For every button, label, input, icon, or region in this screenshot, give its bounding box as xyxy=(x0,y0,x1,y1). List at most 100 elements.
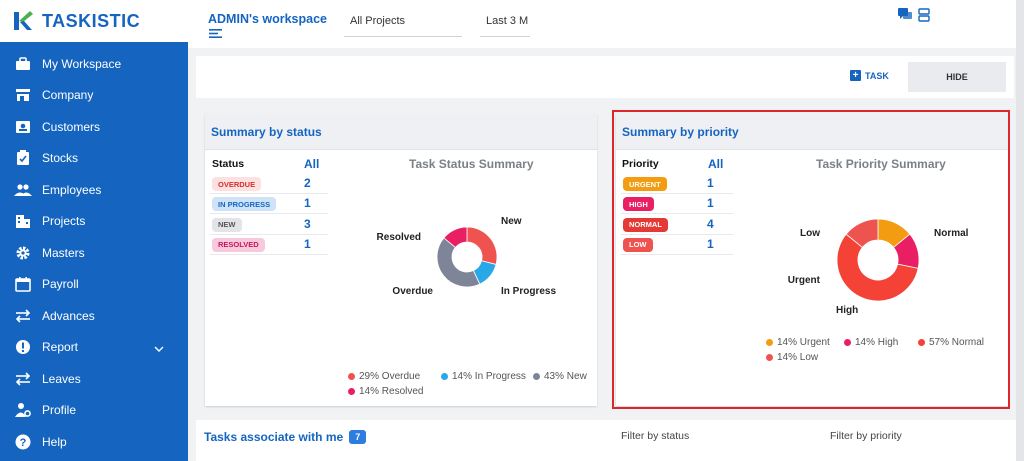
row-count[interactable]: 2 xyxy=(304,176,311,190)
slice-label: Low xyxy=(800,228,820,239)
sidebar-item-leaves[interactable]: Leaves xyxy=(0,363,188,395)
list-view-icon[interactable] xyxy=(918,8,930,22)
scrollbar[interactable] xyxy=(1016,0,1024,461)
legend-item[interactable]: 29% Overdue xyxy=(348,371,420,382)
legend-dot xyxy=(766,339,773,346)
filter-by-status-select[interactable]: Filter by status xyxy=(621,430,690,442)
priority-donut-chart: Normal Low Urgent High xyxy=(788,218,969,316)
sidebar-item-label: Company xyxy=(42,88,94,103)
chat-icon[interactable] xyxy=(898,8,912,21)
donut-slice-low[interactable] xyxy=(845,218,879,248)
priority-summary-title: Summary by priority xyxy=(616,114,1008,150)
table-row[interactable]: RESOLVED 1 xyxy=(210,235,328,255)
svg-text:?: ? xyxy=(20,437,27,449)
table-row[interactable]: LOW 1 xyxy=(621,235,733,255)
donut-slice-normal[interactable] xyxy=(836,233,919,302)
table-row[interactable]: NEW 3 xyxy=(210,215,328,235)
slice-label: In Progress xyxy=(501,286,556,297)
legend-label: 57% Normal xyxy=(929,337,985,348)
sidebar-item-label: Projects xyxy=(42,214,86,229)
donut-slice-overdue[interactable] xyxy=(466,226,498,265)
row-count[interactable]: 1 xyxy=(707,196,714,211)
status-donut-chart: New In Progress Overdue Resolved xyxy=(377,216,557,297)
status-summary-card: Summary by status Status All OVERDUE 2 IN … xyxy=(205,114,597,406)
slice-label: High xyxy=(836,305,858,316)
status-badge: HIGH xyxy=(623,197,654,212)
sidebar-item-my-workspace[interactable]: My Workspace xyxy=(0,48,188,80)
add-task-button[interactable]: + TASK xyxy=(850,70,889,81)
status-badge: NORMAL xyxy=(623,217,668,232)
action-bar: + TASK HIDE xyxy=(196,56,1014,98)
sidebar-item-label: Masters xyxy=(42,245,85,260)
table-row[interactable]: NORMAL 4 xyxy=(621,215,733,235)
brand-name: TASKISTIC xyxy=(42,10,141,31)
sidebar-item-label: Advances xyxy=(42,308,95,323)
tasks-title-text: Tasks associate with me xyxy=(204,430,344,444)
row-count[interactable]: 1 xyxy=(707,236,714,251)
legend-dot xyxy=(441,373,448,380)
legend-dot xyxy=(844,339,851,346)
sidebar-item-label: Employees xyxy=(42,182,102,197)
sidebar-item-advances[interactable]: Advances xyxy=(0,300,188,332)
sidebar-item-payroll[interactable]: Payroll xyxy=(0,269,188,301)
sidebar-item-employees[interactable]: Employees xyxy=(0,174,188,206)
legend-item[interactable]: 43% New xyxy=(533,371,587,382)
sidebar-item-customers[interactable]: Customers xyxy=(0,111,188,143)
legend-item[interactable]: 14% High xyxy=(844,337,898,348)
table-row[interactable]: IN PROGRESS 1 xyxy=(210,194,328,215)
legend-item[interactable]: 14% Low xyxy=(766,352,818,363)
status-badge: IN PROGRESS xyxy=(212,197,277,212)
sidebar-nav: My Workspace Company Customers Stocks Em… xyxy=(0,48,188,458)
legend-item[interactable]: 14% Resolved xyxy=(348,386,423,397)
sidebar-item-masters[interactable]: Masters xyxy=(0,237,188,269)
legend-label: 43% New xyxy=(544,371,587,382)
legend-label: 29% Overdue xyxy=(359,371,421,382)
slice-label: Urgent xyxy=(788,275,821,286)
contact-card-icon xyxy=(14,118,32,136)
slice-label: Normal xyxy=(934,228,969,239)
row-count[interactable]: 4 xyxy=(707,216,714,231)
priority-chart-title: Task Priority Summary xyxy=(816,157,946,171)
legend-dot xyxy=(918,339,925,346)
header-icons xyxy=(898,8,930,22)
legend-item[interactable]: 14% Urgent xyxy=(766,337,830,348)
sidebar-item-help[interactable]: ? Help xyxy=(0,426,188,458)
row-count[interactable]: 1 xyxy=(304,196,311,211)
legend-item[interactable]: 57% Normal xyxy=(918,337,984,348)
sidebar-item-label: Customers xyxy=(42,119,101,134)
sidebar-item-projects[interactable]: Projects xyxy=(0,206,188,238)
table-row[interactable]: HIGH 1 xyxy=(621,194,733,215)
clipboard-check-icon xyxy=(14,149,32,167)
alert-circle-icon xyxy=(14,338,32,356)
priority-column-header: Priority xyxy=(622,158,659,170)
period-filter-select[interactable]: Last 3 M xyxy=(480,15,530,37)
table-row[interactable]: OVERDUE 2 xyxy=(210,174,328,194)
donut-slice-resolved[interactable] xyxy=(443,226,468,249)
sidebar-item-company[interactable]: Company xyxy=(0,80,188,112)
menu-icon[interactable] xyxy=(209,29,222,38)
status-badge: NEW xyxy=(212,217,242,232)
row-count[interactable]: 1 xyxy=(304,236,311,251)
hide-button[interactable]: HIDE xyxy=(908,62,1006,92)
legend-label: 14% High xyxy=(855,337,899,348)
project-filter-select[interactable]: All Projects xyxy=(344,15,462,37)
sidebar-item-stocks[interactable]: Stocks xyxy=(0,143,188,175)
chevron-down-icon[interactable] xyxy=(154,342,164,356)
legend-item[interactable]: 14% In Progress xyxy=(441,371,526,382)
logo[interactable]: TASKISTIC xyxy=(0,0,188,42)
legend-label: 14% Urgent xyxy=(777,337,830,348)
priority-summary-card: Summary by priority Priority All URGENT 1… xyxy=(616,114,1008,406)
filter-by-priority-select[interactable]: Filter by priority xyxy=(830,430,902,442)
priority-all-link[interactable]: All xyxy=(708,157,724,171)
sidebar-item-label: Report xyxy=(42,340,79,355)
sidebar-item-label: My Workspace xyxy=(42,56,122,71)
sidebar-item-report[interactable]: Report xyxy=(0,332,188,364)
status-all-link[interactable]: All xyxy=(304,157,320,171)
row-count[interactable]: 1 xyxy=(707,176,714,190)
donut-slice-new[interactable] xyxy=(436,237,481,288)
tasks-title: Tasks associate with me 7 xyxy=(204,430,367,444)
table-row[interactable]: URGENT 1 xyxy=(621,174,733,194)
row-count[interactable]: 3 xyxy=(304,216,311,231)
legend-dot xyxy=(348,373,355,380)
sidebar-item-profile[interactable]: Profile xyxy=(0,395,188,427)
